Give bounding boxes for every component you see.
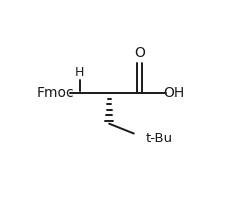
Text: Fmoc: Fmoc [37,86,75,100]
Text: t-Bu: t-Bu [146,132,173,145]
Text: H: H [75,66,84,79]
Text: OH: OH [164,86,185,100]
Text: O: O [134,46,145,60]
